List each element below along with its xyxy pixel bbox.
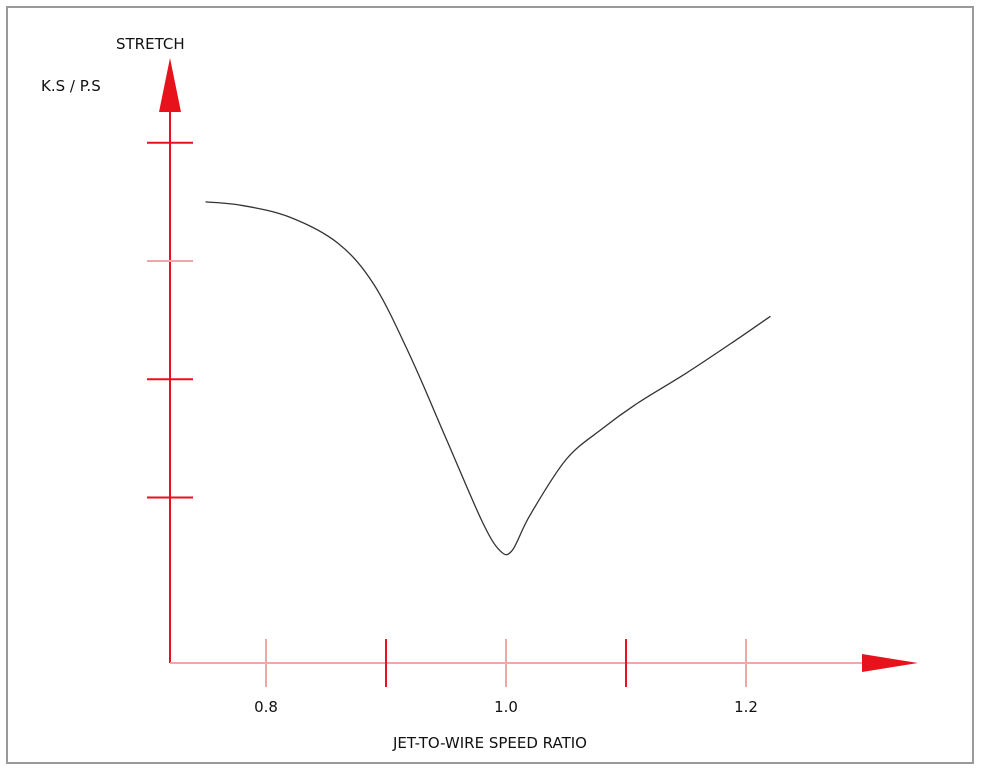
x-tick-label-4: 1.2 — [734, 698, 758, 716]
curve-layer — [205, 201, 771, 556]
x-axis-arrow — [862, 654, 918, 672]
y-axis-label-line2: K.S / P.S — [41, 77, 101, 95]
x-axis-label: JET-TO-WIRE SPEED RATIO — [392, 734, 587, 752]
x-tick-label-2: 1.0 — [494, 698, 518, 716]
chart-frame — [6, 6, 974, 764]
x-tick-labels: 0.8 1.0 1.2 — [254, 698, 758, 716]
y-axis-label-line1: STRETCH — [116, 35, 185, 53]
y-axis-arrow — [159, 58, 181, 112]
x-tick-label-0: 0.8 — [254, 698, 278, 716]
ticks — [147, 141, 747, 687]
axes — [159, 58, 918, 672]
series-line-0 — [205, 201, 771, 556]
